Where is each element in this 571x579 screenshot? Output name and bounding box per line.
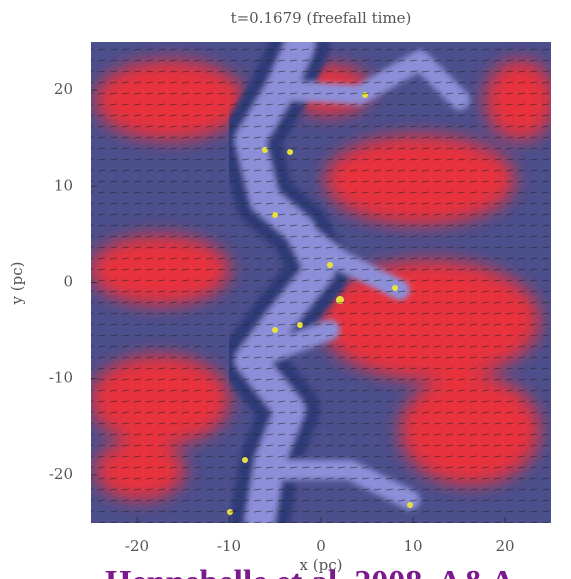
x-tick-label: -10 <box>217 537 241 555</box>
y-tick-label: -10 <box>49 369 73 387</box>
x-axis-label: x (pc) <box>300 556 343 574</box>
x-tick-label: 0 <box>316 537 326 555</box>
chart-title: t=0.1679 (freefall time) <box>231 9 412 27</box>
y-tick-label: -20 <box>49 465 73 483</box>
caption: Hennebelle et al. 2008, A&A <box>105 564 515 579</box>
x-tick-label: 20 <box>495 537 514 555</box>
y-axis-label: y (pc) <box>8 262 26 306</box>
x-tick-label: -20 <box>125 537 149 555</box>
y-tick-label: 10 <box>54 176 73 194</box>
y-tick-label: 0 <box>63 273 73 291</box>
y-tick-label: 20 <box>54 80 73 98</box>
x-tick-label: 10 <box>403 537 422 555</box>
field-image <box>91 42 551 523</box>
